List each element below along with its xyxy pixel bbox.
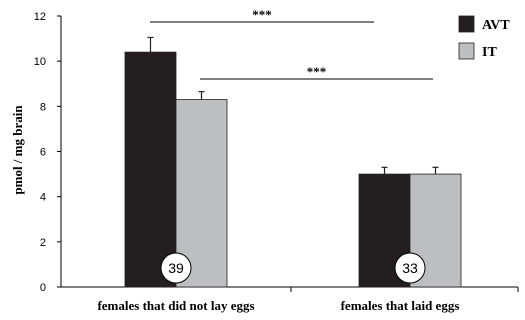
legend-swatch-it <box>458 42 475 60</box>
significance-label: *** <box>252 7 272 22</box>
y-tick-label: 4 <box>40 192 46 204</box>
y-axis: 0 2 4 6 8 10 12 <box>34 11 62 294</box>
y-tick-label: 12 <box>34 11 46 23</box>
sample-size-label: 39 <box>168 260 184 276</box>
bar-avt <box>124 51 177 288</box>
y-tick-label: 8 <box>40 101 46 113</box>
sample-size-circle <box>160 252 192 284</box>
sample-size-label: 33 <box>402 260 418 276</box>
x-category-label: females that did not lay eggs <box>97 298 254 313</box>
legend-label-it: IT <box>482 45 497 60</box>
significance-brackets: *** *** <box>150 7 433 80</box>
legend-swatch-avt <box>458 15 475 33</box>
y-tick-label: 0 <box>40 282 46 294</box>
y-axis-title: pmol / mg brain <box>10 105 25 195</box>
legend-label-avt: AVT <box>482 18 510 33</box>
y-tick-label: 10 <box>34 56 46 68</box>
significance-label: *** <box>307 64 327 79</box>
sample-size-circle <box>394 252 426 284</box>
y-tick-label: 6 <box>40 147 46 159</box>
bars: 39 33 <box>124 36 462 288</box>
legend: AVT IT <box>458 15 510 60</box>
x-category-label: females that laid eggs <box>341 298 460 313</box>
y-tick-label: 2 <box>40 237 46 249</box>
x-axis: females that did not lay eggs females tha… <box>61 286 519 313</box>
